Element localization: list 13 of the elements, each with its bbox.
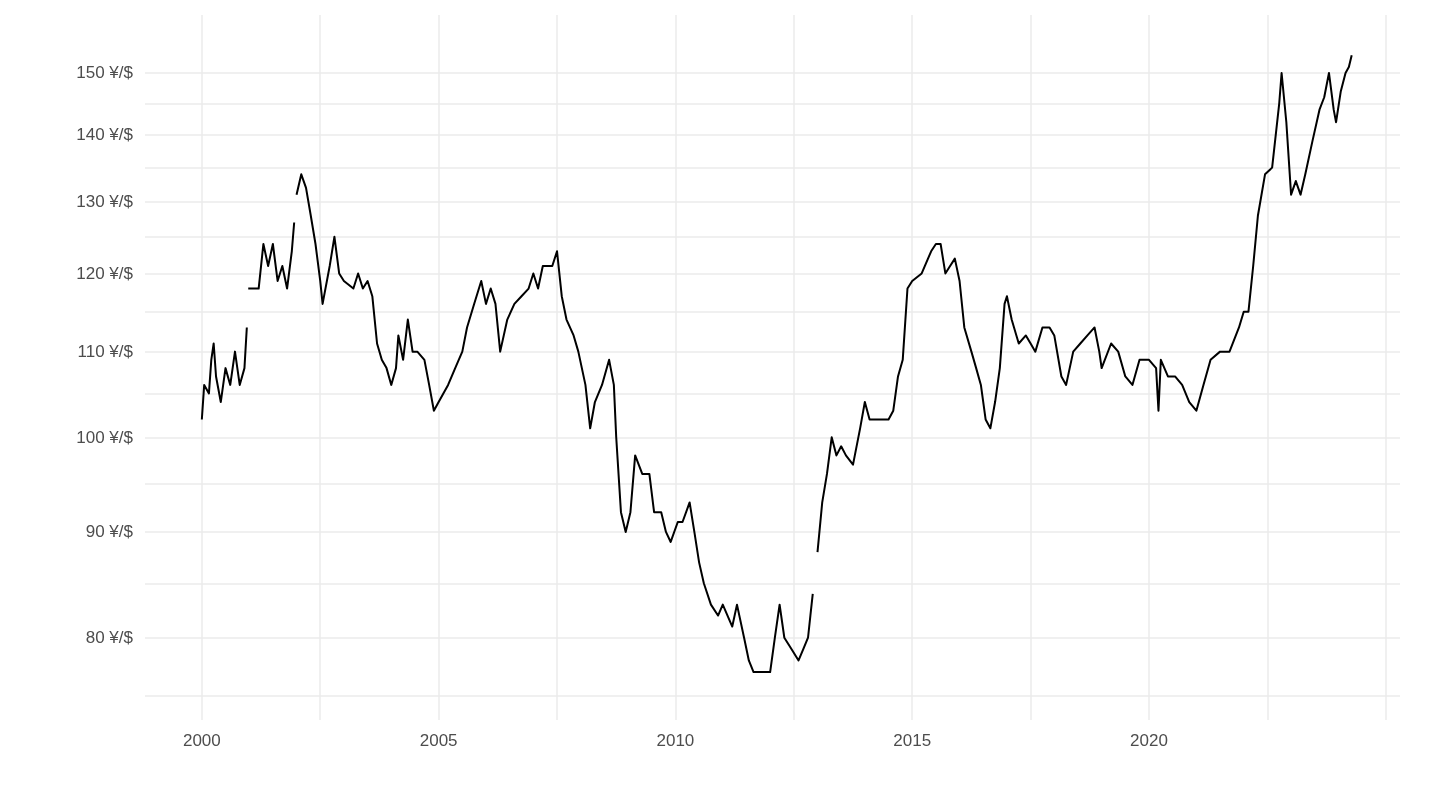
y-tick-label: 90 ¥/$ [85,522,134,542]
x-tick-label: 2010 [656,731,695,750]
x-tick-label: 2000 [182,731,221,750]
y-tick-label: 80 ¥/$ [85,628,134,648]
x-tick-label: 2005 [419,731,458,750]
y-tick-label: 130 ¥/$ [76,192,134,212]
y-tick-label: 140 ¥/$ [76,125,134,145]
y-tick-label: 120 ¥/$ [76,263,134,283]
y-tick-label: 150 ¥/$ [76,63,134,83]
x-tick-label: 2015 [893,731,932,750]
y-tick-label: 110 ¥/$ [77,342,134,362]
y-tick-label: 100 ¥/$ [76,427,134,447]
x-tick-label: 2020 [1130,731,1168,750]
